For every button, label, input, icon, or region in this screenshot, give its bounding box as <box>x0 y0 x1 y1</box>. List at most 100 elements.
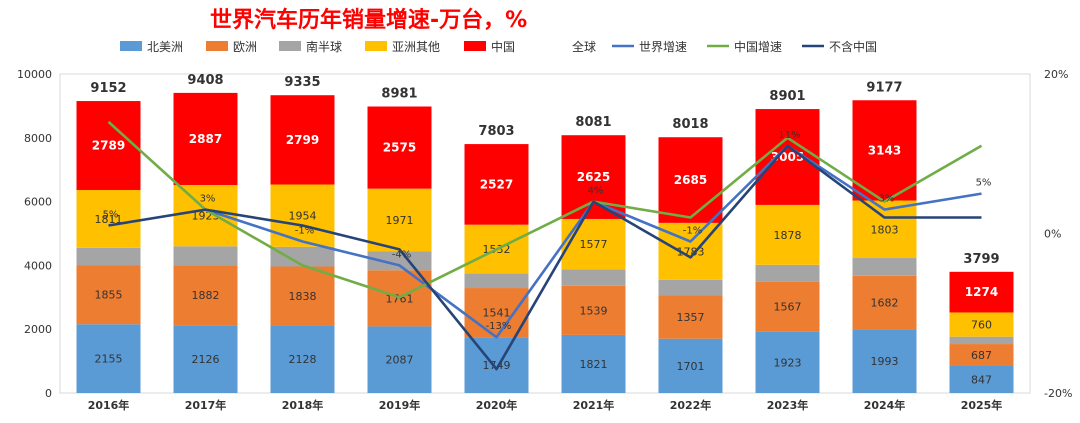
x-tick-label: 2023年 <box>767 398 809 412</box>
total-label: 8081 <box>575 115 611 130</box>
total-label: 9152 <box>90 81 126 96</box>
segment-value-label: 2625 <box>577 170 610 184</box>
y-tick-label: 2000 <box>24 323 52 336</box>
legend-swatch <box>206 41 228 51</box>
bar-segment <box>949 312 1014 337</box>
bar-segment <box>367 188 432 252</box>
segment-value-label: 2155 <box>95 353 123 366</box>
growth-label: -13% <box>486 321 512 332</box>
segment-value-label: 687 <box>971 349 992 362</box>
segment-value-label: 1855 <box>95 289 123 302</box>
bar-segment <box>852 100 917 201</box>
legend-label: 北美洲 <box>147 40 183 54</box>
segment-value-label: 1567 <box>774 301 802 314</box>
y-tick-label: 10000 <box>17 68 52 81</box>
segment-value-label: 2128 <box>289 353 317 366</box>
segment-value-label: 2087 <box>386 354 414 367</box>
bar-segment <box>367 106 432 189</box>
bar-segment <box>270 246 335 267</box>
x-tick-label: 2021年 <box>573 398 615 412</box>
bar-segment <box>949 336 1014 345</box>
segment-value-label: 1821 <box>580 358 608 371</box>
segment-value-label: 1803 <box>871 223 899 236</box>
bar-segment <box>76 324 141 393</box>
total-label: 3799 <box>963 252 999 267</box>
x-tick-label: 2022年 <box>670 398 712 412</box>
bar-segment <box>949 344 1014 366</box>
legend-swatch <box>279 41 301 51</box>
bar-segment <box>76 190 141 248</box>
legend-label: 亚洲其他 <box>392 40 440 54</box>
growth-label: -1% <box>683 225 702 236</box>
bar-segment <box>852 275 917 330</box>
segment-value-label: 1838 <box>289 290 317 303</box>
y2-tick-label: -20% <box>1044 387 1072 400</box>
bar-segment <box>464 337 529 393</box>
x-tick-label: 2018年 <box>282 398 324 412</box>
segment-value-label: 2527 <box>480 177 513 191</box>
y-tick-label: 4000 <box>24 259 52 272</box>
bar-segment <box>464 144 529 225</box>
segment-value-label: 3143 <box>868 143 901 157</box>
segment-value-label: 2789 <box>92 139 125 153</box>
legend-label: 不含中国 <box>829 39 877 54</box>
bar-segment <box>367 251 432 271</box>
legend-label: 全球 <box>572 39 596 54</box>
x-tick-label: 2020年 <box>476 398 518 412</box>
y-tick-label: 6000 <box>24 196 52 209</box>
segment-value-label: 2887 <box>189 132 222 146</box>
total-label: 9335 <box>284 75 320 90</box>
bar-segment <box>755 264 820 282</box>
growth-label: 3% <box>200 194 216 205</box>
growth-label: 5% <box>976 178 992 189</box>
growth-label: -4% <box>392 249 411 260</box>
segment-value-label: 1811 <box>95 213 123 226</box>
segment-value-label: 1682 <box>871 297 899 310</box>
total-label: 7803 <box>478 124 514 139</box>
bar-segment <box>658 279 723 296</box>
y-tick-label: 0 <box>45 387 52 400</box>
segment-value-label: 2799 <box>286 133 319 147</box>
plot-area: 0 2000 4000 6000 8000 10000 20% 0% -20% 2155 1855 1… <box>17 68 1072 412</box>
bar-segment <box>270 325 335 393</box>
bar-segment <box>173 265 238 326</box>
legend-label: 南半球 <box>306 39 342 54</box>
bar-segment <box>76 101 141 191</box>
segment-value-label: 1274 <box>965 285 998 299</box>
bar-segment <box>658 295 723 339</box>
bar-segment <box>658 137 723 223</box>
x-tick-label: 2025年 <box>961 398 1003 412</box>
segment-value-label: 1701 <box>677 360 705 373</box>
legend-swatch <box>464 41 486 51</box>
bar-segment <box>949 271 1014 313</box>
bar-segment <box>561 285 626 335</box>
legend-label: 世界增速 <box>639 40 687 54</box>
segment-value-label: 1577 <box>580 238 608 251</box>
bar-segment <box>270 266 335 326</box>
segment-value-label: 1971 <box>386 214 414 227</box>
segment-value-label: 2685 <box>674 173 707 187</box>
segment-value-label: 1539 <box>580 304 608 317</box>
legend-label: 中国增速 <box>734 39 782 54</box>
legend-swatch <box>365 41 387 51</box>
bar-segment <box>852 329 917 393</box>
bar-segment <box>367 326 432 393</box>
chart-title: 世界汽车历年销量增速-万台，% <box>210 7 527 33</box>
bar-segment <box>949 365 1014 393</box>
bar-segment <box>755 204 820 265</box>
bar-segment <box>658 338 723 393</box>
legend-label: 欧洲 <box>233 40 257 54</box>
plot-border <box>59 73 1031 394</box>
bar-segment <box>755 331 820 393</box>
x-tick-label: 2016年 <box>88 398 130 412</box>
bar-segment <box>270 184 335 247</box>
bar-segment <box>173 246 238 266</box>
bar-segment <box>755 281 820 332</box>
y2-tick-label: 0% <box>1044 228 1061 241</box>
total-label: 9177 <box>866 80 902 95</box>
total-label: 8018 <box>672 117 708 132</box>
legend-swatch <box>120 41 142 51</box>
bar-segment <box>464 273 529 289</box>
